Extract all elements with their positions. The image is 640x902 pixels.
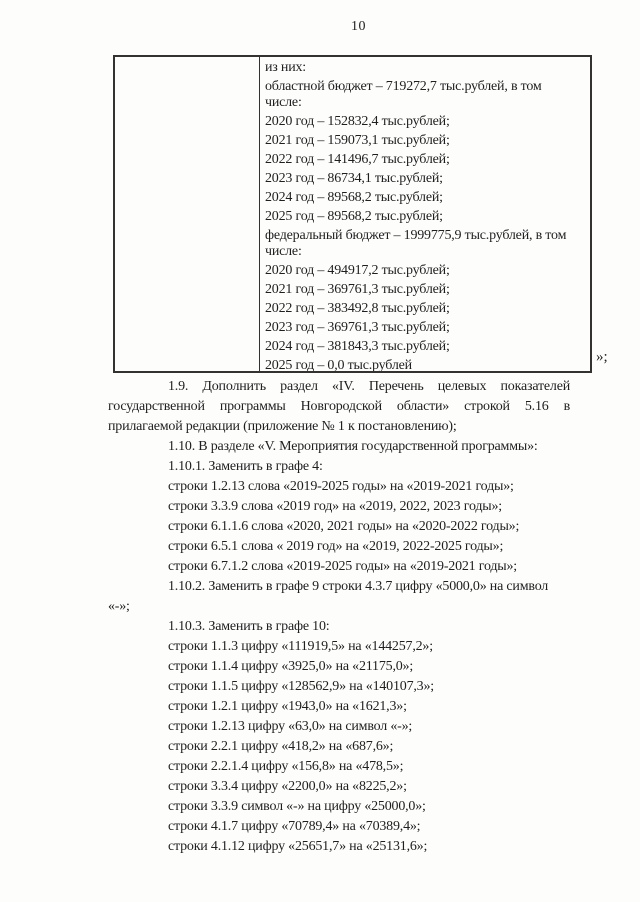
body-paragraph: строки 1.2.1 цифру «1943,0» на «1621,3»;	[168, 699, 407, 714]
table-cell-line: из них:	[265, 60, 306, 75]
body-paragraph: строки 6.7.1.2 слова «2019-2025 годы» на…	[168, 559, 517, 574]
document-body: 1.9. Дополнить раздел «IV. Перечень целе…	[108, 377, 570, 857]
body-paragraph: строки 3.3.9 слова «2019 год» на «2019, …	[168, 499, 502, 514]
body-paragraph: строки 4.1.7 цифру «70789,4» на «70389,4…	[168, 819, 421, 834]
table-cell-line: 2025 год – 89568,2 тыс.рублей;	[265, 209, 443, 224]
body-paragraph: строки 2.2.1.4 цифру «156,8» на «478,5»;	[168, 759, 404, 774]
table-cell-line: 2024 год – 89568,2 тыс.рублей;	[265, 190, 443, 205]
table-cell-line: федеральный бюджет – 1999775,9 тыс.рубле…	[265, 228, 567, 259]
table-left-cell	[115, 57, 260, 371]
body-paragraph: строки 6.1.1.6 слова «2020, 2021 годы» н…	[168, 519, 520, 534]
body-paragraph: 1.10.3. Заменить в графе 10:	[168, 619, 330, 634]
budget-table: из них: областной бюджет – 719272,7 тыс.…	[113, 55, 592, 373]
table-cell-line: 2023 год – 369761,3 тыс.рублей;	[265, 320, 450, 335]
body-paragraph: строки 1.1.5 цифру «128562,9» на «140107…	[168, 679, 434, 694]
table-cell-line: 2021 год – 369761,3 тыс.рублей;	[265, 282, 450, 297]
table-closing-quote-mark: »;	[596, 349, 608, 365]
body-paragraph: 1.9. Дополнить раздел «IV. Перечень целе…	[108, 379, 570, 434]
page-number: 10	[351, 19, 366, 34]
table-cell-line: 2020 год – 494917,2 тыс.рублей;	[265, 263, 450, 278]
body-paragraph: 1.10.2. Заменить в графе 9 строки 4.3.7 …	[108, 579, 549, 614]
table-cell-line: 2022 год – 141496,7 тыс.рублей;	[265, 152, 450, 167]
table-cell-line: 2023 год – 86734,1 тыс.рублей;	[265, 171, 443, 186]
body-paragraph: строки 3.3.9 символ «-» на цифру «25000,…	[168, 799, 426, 814]
table-cell-line: 2020 год – 152832,4 тыс.рублей;	[265, 114, 450, 129]
body-paragraph: 1.10. В разделе «V. Мероприятия государс…	[168, 439, 538, 454]
table-cell-line: 2022 год – 383492,8 тыс.рублей;	[265, 301, 450, 316]
table-cell-line: 2025 год – 0,0 тыс.рублей	[265, 358, 412, 371]
table-cell-line: 2024 год – 381843,3 тыс.рублей;	[265, 339, 450, 354]
table-right-cell: из них: областной бюджет – 719272,7 тыс.…	[260, 57, 590, 371]
table-cell-line: 2021 год – 159073,1 тыс.рублей;	[265, 133, 450, 148]
body-paragraph: 1.10.1. Заменить в графе 4:	[168, 459, 323, 474]
body-paragraph: строки 6.5.1 слова « 2019 год» на «2019,…	[168, 539, 504, 554]
body-paragraph: строки 1.1.3 цифру «111919,5» на «144257…	[168, 639, 433, 654]
body-paragraph: строки 1.1.4 цифру «3925,0» на «21175,0»…	[168, 659, 414, 674]
body-paragraph: строки 4.1.12 цифру «25651,7» на «25131,…	[168, 839, 428, 854]
body-paragraph: строки 1.2.13 слова «2019-2025 годы» на …	[168, 479, 514, 494]
table-cell-line: областной бюджет – 719272,7 тыс.рублей, …	[265, 79, 542, 110]
body-paragraph: строки 3.3.4 цифру «2200,0» на «8225,2»;	[168, 779, 407, 794]
body-paragraph: строки 1.2.13 цифру «63,0» на символ «-»…	[168, 719, 413, 734]
body-paragraph: строки 2.2.1 цифру «418,2» на «687,6»;	[168, 739, 394, 754]
